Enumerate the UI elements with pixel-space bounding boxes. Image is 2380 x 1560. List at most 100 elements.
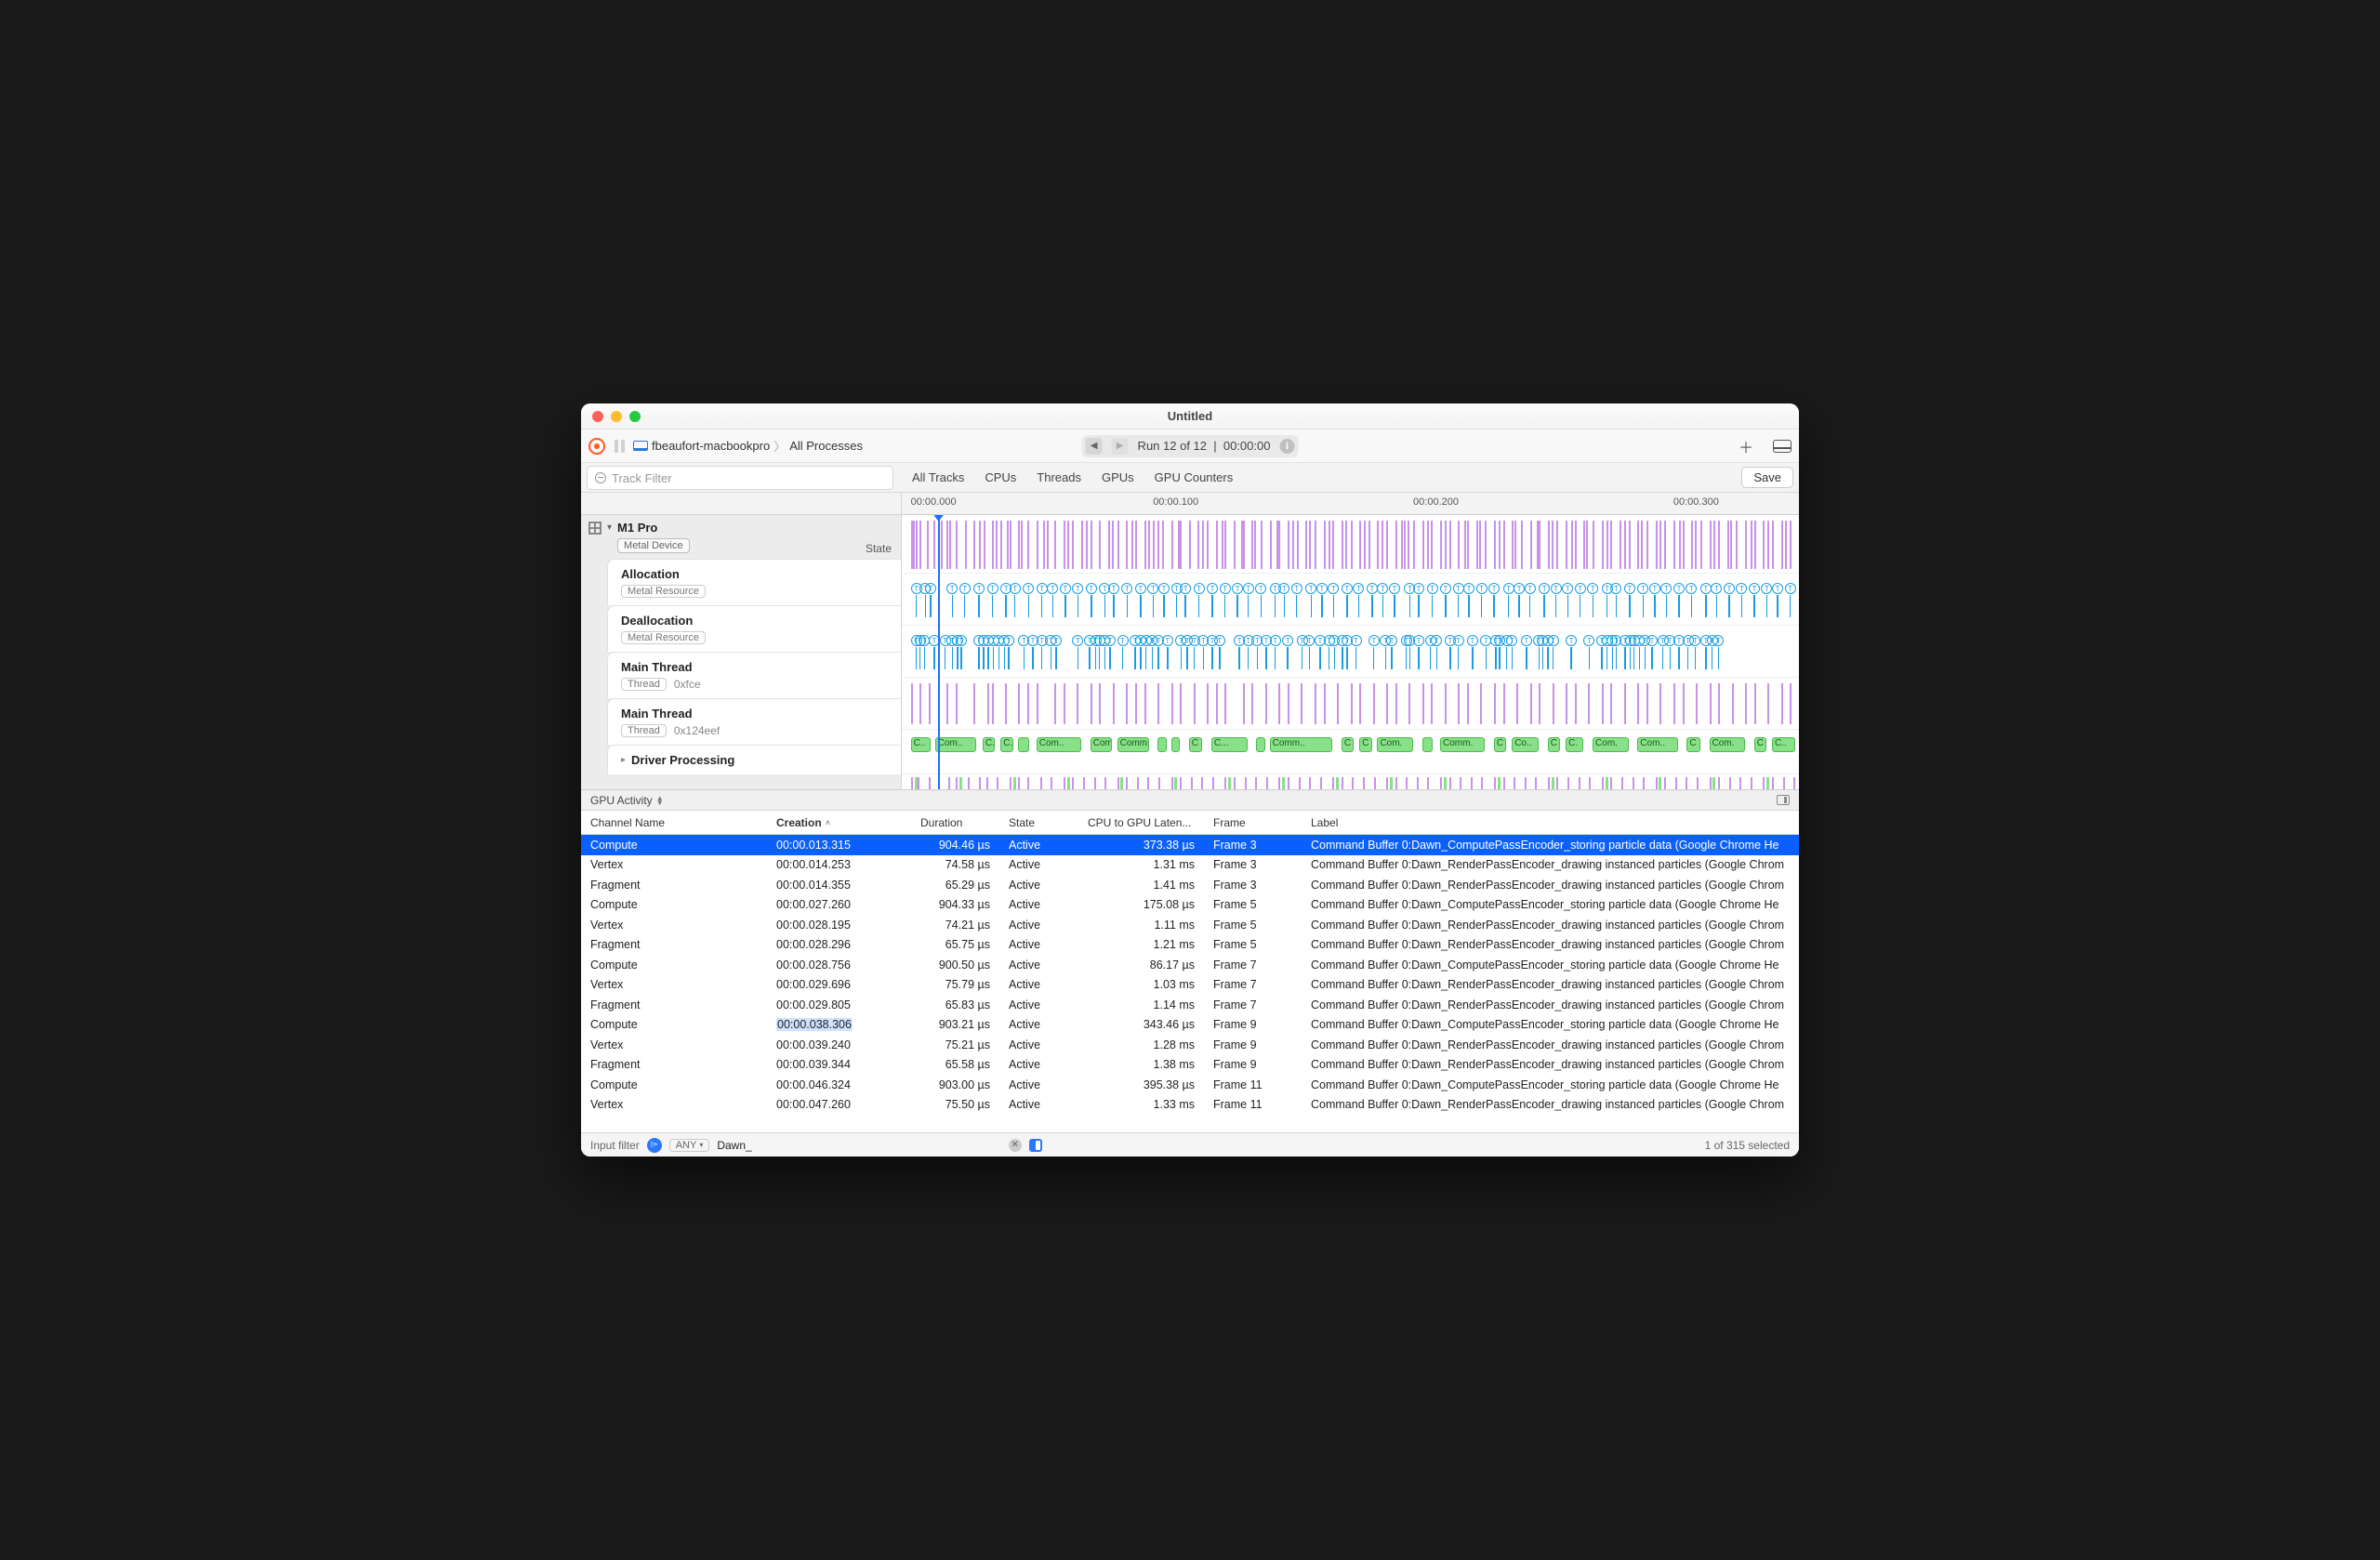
event-marker[interactable]: T bbox=[1463, 583, 1474, 594]
event-marker[interactable]: T bbox=[1086, 583, 1097, 594]
track-row[interactable]: Main Thread Thread0xfce bbox=[607, 652, 901, 698]
event-marker[interactable]: T bbox=[1305, 583, 1316, 594]
event-marker[interactable]: T bbox=[1503, 583, 1514, 594]
event-marker[interactable]: T bbox=[959, 583, 971, 594]
event-marker[interactable]: T bbox=[946, 583, 958, 594]
event-marker[interactable]: T bbox=[1712, 635, 1724, 646]
event-marker[interactable]: T bbox=[1506, 635, 1517, 646]
track-filter-input[interactable]: Track Filter bbox=[587, 466, 893, 490]
add-button[interactable]: ＋ bbox=[1738, 438, 1754, 455]
filter-pill-icon[interactable]: ⌲ bbox=[647, 1138, 662, 1153]
save-button[interactable]: Save bbox=[1741, 467, 1793, 488]
column-header[interactable]: Creation ˄ bbox=[767, 816, 911, 829]
event-marker[interactable]: T bbox=[1353, 583, 1364, 594]
event-marker[interactable]: T bbox=[1072, 635, 1083, 646]
event-marker[interactable]: T bbox=[1108, 583, 1119, 594]
span-block[interactable]: Com. bbox=[1593, 737, 1629, 752]
event-marker[interactable]: T bbox=[1047, 583, 1058, 594]
tab-gpus[interactable]: GPUs bbox=[1102, 470, 1134, 484]
table-row[interactable]: Fragment00:00.029.80565.83 µsActive1.14 … bbox=[581, 995, 1799, 1015]
event-marker[interactable]: T bbox=[1255, 583, 1266, 594]
span-block[interactable]: C bbox=[1754, 737, 1767, 752]
track-row[interactable]: Main Thread Thread0x124eef bbox=[607, 698, 901, 745]
event-marker[interactable]: T bbox=[1282, 635, 1293, 646]
track-driver[interactable]: ▸ Driver Processing bbox=[607, 745, 901, 774]
run-selector[interactable]: ◀ ▶ Run 12 of 12 | 00:00:00 i bbox=[1082, 435, 1299, 457]
event-marker[interactable]: T bbox=[1037, 583, 1048, 594]
event-marker[interactable]: T bbox=[1003, 635, 1014, 646]
column-header[interactable]: Duration bbox=[911, 816, 999, 829]
event-marker[interactable]: T bbox=[1440, 583, 1451, 594]
event-marker[interactable]: T bbox=[1104, 635, 1116, 646]
event-marker[interactable]: T bbox=[1761, 583, 1772, 594]
span-block[interactable] bbox=[1256, 737, 1265, 752]
event-marker[interactable]: T bbox=[1010, 583, 1021, 594]
event-marker[interactable]: T bbox=[1525, 583, 1536, 594]
event-marker[interactable]: T bbox=[1724, 583, 1735, 594]
event-marker[interactable]: T bbox=[1367, 583, 1378, 594]
event-marker[interactable]: T bbox=[1736, 583, 1747, 594]
event-marker[interactable]: T bbox=[987, 583, 998, 594]
filter-toggle-icon[interactable] bbox=[1029, 1139, 1042, 1152]
event-marker[interactable]: T bbox=[1453, 583, 1464, 594]
span-block[interactable]: C bbox=[1548, 737, 1561, 752]
column-header[interactable]: CPU to GPU Laten... bbox=[1078, 816, 1204, 829]
event-marker[interactable]: T bbox=[1660, 583, 1672, 594]
event-marker[interactable]: T bbox=[1158, 583, 1170, 594]
span-block[interactable] bbox=[1157, 737, 1167, 752]
event-marker[interactable]: T bbox=[1646, 635, 1658, 646]
event-marker[interactable]: T bbox=[1521, 635, 1532, 646]
event-marker[interactable]: T bbox=[1351, 635, 1362, 646]
breadcrumb[interactable]: fbeaufort-macbookpro 〉 All Processes bbox=[633, 437, 863, 455]
detail-toggle-icon[interactable] bbox=[1777, 795, 1790, 805]
event-marker[interactable]: T bbox=[1610, 583, 1621, 594]
span-block[interactable]: Comm.. bbox=[1270, 737, 1333, 752]
event-marker[interactable]: T bbox=[1121, 583, 1132, 594]
table-row[interactable]: Compute00:00.038.306903.21 µsActive343.4… bbox=[581, 1015, 1799, 1036]
table-body[interactable]: Compute00:00.013.315904.46 µsActive373.3… bbox=[581, 835, 1799, 1115]
span-block[interactable]: Com. bbox=[1377, 737, 1413, 752]
table-row[interactable]: Fragment00:00.014.35565.29 µsActive1.41 … bbox=[581, 875, 1799, 895]
event-marker[interactable]: T bbox=[1539, 583, 1550, 594]
filter-mode[interactable]: ANY▾ bbox=[669, 1139, 710, 1152]
span-block[interactable]: C bbox=[1342, 737, 1355, 752]
table-row[interactable]: Compute00:00.013.315904.46 µsActive373.3… bbox=[581, 835, 1799, 855]
span-block[interactable] bbox=[1018, 737, 1029, 752]
column-header[interactable]: State bbox=[999, 816, 1078, 829]
span-block[interactable]: C bbox=[1359, 737, 1372, 752]
event-marker[interactable]: T bbox=[973, 583, 985, 594]
event-marker[interactable]: T bbox=[1413, 635, 1424, 646]
event-marker[interactable]: T bbox=[1386, 635, 1397, 646]
span-block[interactable]: C.. bbox=[983, 737, 996, 752]
table-row[interactable]: Vertex00:00.028.19574.21 µsActive1.11 ms… bbox=[581, 915, 1799, 935]
event-marker[interactable]: T bbox=[1467, 635, 1478, 646]
span-block[interactable]: C... bbox=[1211, 737, 1248, 752]
tab-all-tracks[interactable]: All Tracks bbox=[912, 470, 964, 484]
event-marker[interactable]: T bbox=[1214, 635, 1225, 646]
tab-threads[interactable]: Threads bbox=[1037, 470, 1081, 484]
span-block[interactable]: Com.. bbox=[1637, 737, 1677, 752]
span-block[interactable]: C bbox=[1494, 737, 1507, 752]
table-row[interactable]: Vertex00:00.047.26075.50 µsActive1.33 ms… bbox=[581, 1095, 1799, 1116]
table-row[interactable]: Compute00:00.027.260904.33 µsActive175.0… bbox=[581, 895, 1799, 916]
event-marker[interactable]: T bbox=[1431, 635, 1442, 646]
timeline[interactable]: 00:00.00000:00.10000:00.20000:00.300 TTT… bbox=[902, 493, 1799, 789]
event-marker[interactable]: T bbox=[1270, 635, 1281, 646]
span-block[interactable]: Co.. bbox=[1512, 737, 1539, 752]
event-marker[interactable]: T bbox=[1368, 635, 1380, 646]
table-row[interactable]: Compute00:00.046.324903.00 µsActive395.3… bbox=[581, 1075, 1799, 1095]
device-header[interactable]: ▾ M1 Pro Metal Device State bbox=[581, 515, 901, 559]
event-marker[interactable]: T bbox=[925, 583, 936, 594]
column-header[interactable]: Channel Name bbox=[581, 816, 767, 829]
event-marker[interactable]: T bbox=[1673, 583, 1685, 594]
event-marker[interactable]: T bbox=[1194, 583, 1205, 594]
span-block[interactable]: C. bbox=[1566, 737, 1583, 752]
event-marker[interactable]: T bbox=[1749, 583, 1760, 594]
event-marker[interactable]: T bbox=[1711, 583, 1722, 594]
tab-cpus[interactable]: CPUs bbox=[985, 470, 1016, 484]
event-marker[interactable]: T bbox=[1624, 583, 1635, 594]
event-marker[interactable]: T bbox=[1291, 583, 1302, 594]
record-icon[interactable] bbox=[588, 438, 605, 455]
event-marker[interactable]: T bbox=[1566, 635, 1577, 646]
event-marker[interactable]: T bbox=[1162, 635, 1173, 646]
